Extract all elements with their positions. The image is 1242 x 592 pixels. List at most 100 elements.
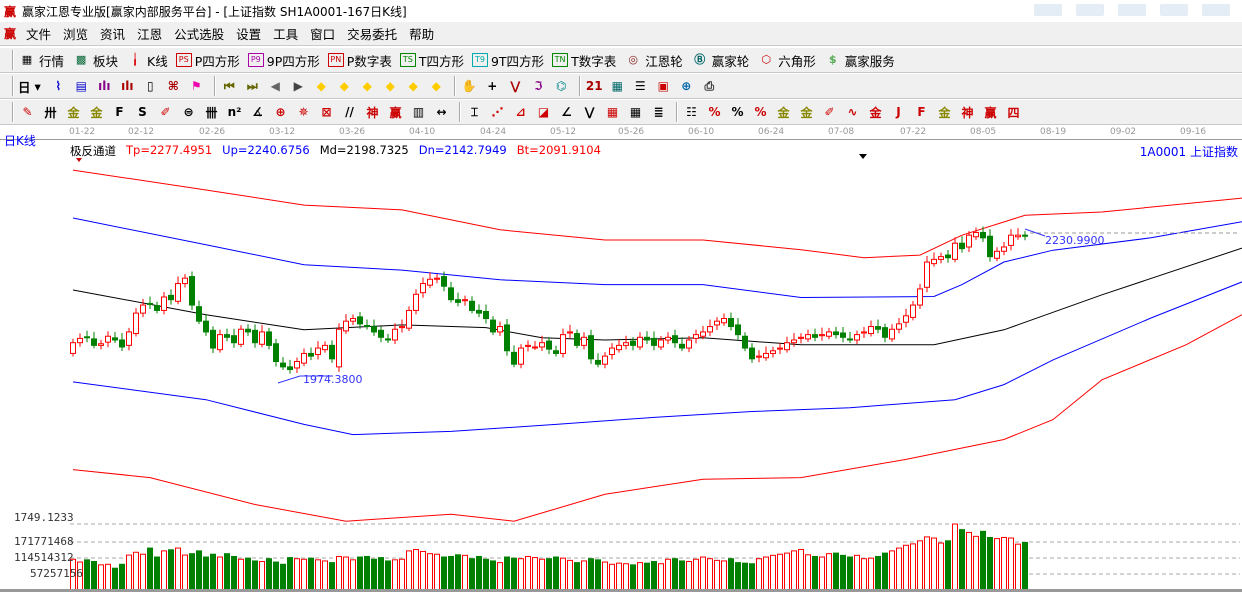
window-button[interactable] [1202,4,1230,16]
angle-four-icon[interactable]: 四 [1007,105,1020,120]
range-icon[interactable]: ↔ [436,105,447,119]
menu-item[interactable]: 文件 [26,27,52,42]
toolbar-button-quote-table[interactable]: ▦ 行情 [18,51,64,70]
toolbar-button-pn-box[interactable]: PN P数字表 [327,51,392,70]
gold-2-icon[interactable]: 金 [90,105,103,120]
wave-icon[interactable]: ⋁ [584,105,595,119]
gold-lines-icon[interactable]: 金 [800,105,813,120]
grid-icon[interactable]: ▦ [606,105,619,119]
flag-icon[interactable]: ⚑ [190,79,202,93]
menu-item[interactable]: 公式选股 [174,27,225,42]
notes-icon[interactable]: ▤ [75,79,87,93]
angle-gold-icon[interactable]: 金 [938,105,951,120]
slash-icon[interactable]: // [345,105,354,119]
last-icon[interactable]: ⏭ [246,78,258,93]
fan-3-icon[interactable]: ◪ [537,105,550,119]
god-icon[interactable]: 神 [366,105,379,120]
toolbar-button-kline[interactable]: ╽ K线 [126,51,168,70]
pen-icon[interactable]: ✎ [22,105,33,119]
period-dropdown[interactable]: 日 ▾ [18,78,41,95]
window-button[interactable] [1034,4,1062,16]
move-left-icon[interactable]: ◆ [316,79,326,93]
gold-1-icon[interactable]: 金 [67,105,80,120]
bars-icon[interactable]: ▥ [412,105,425,119]
zoom-all-icon[interactable]: ◆ [385,79,395,93]
indicator-9-icon[interactable]: ılı [121,79,134,93]
menu-item[interactable]: 窗口 [310,27,336,42]
sine-icon[interactable]: ∿ [847,105,858,119]
report-icon[interactable]: ☰ [634,79,646,93]
menu-item[interactable]: 工具 [273,27,299,42]
menu-item[interactable]: 帮助 [409,27,435,42]
window-button[interactable] [1160,4,1188,16]
toolbar-button-ps-box[interactable]: PS P四方形 [175,51,240,70]
save-icon[interactable]: ▣ [657,79,669,93]
hatched-icon[interactable]: ≣ [653,105,664,119]
angle-f-icon[interactable]: F [917,105,926,119]
circle-grid-icon[interactable]: ⊜ [183,105,194,119]
fib-icon[interactable]: F [115,105,124,119]
gold-3-icon[interactable]: 金 [869,105,882,120]
toolbar-button-dollar[interactable]: $ 赢家服务 [824,51,895,70]
percent-icon[interactable]: % [731,105,744,119]
fan-2-icon[interactable]: ⊿ [515,105,526,119]
cycle-lines-icon[interactable]: 卌 [205,105,218,120]
angle-god-icon[interactable]: 神 [961,105,974,120]
chart-area[interactable] [0,126,1242,592]
toolbar-button-t9-box[interactable]: T9 9T四方形 [471,51,544,70]
formula-icon[interactable]: ℑ [534,79,543,93]
box-icon[interactable]: ⌶ [470,104,479,119]
crosshair-icon[interactable]: + [487,79,498,93]
win-icon[interactable]: 赢 [389,105,402,120]
zoom-out-icon[interactable]: ◆ [431,79,441,93]
toolbar-button-gann-wheel[interactable]: ◎ 江恩轮 [624,51,682,70]
overlay-icon[interactable]: ⌘ [167,79,179,93]
gold-circle-icon[interactable]: 金 [777,105,790,120]
spiral-icon[interactable]: S [138,105,147,119]
web-icon[interactable]: ✵ [298,105,309,119]
parallel-lines-icon[interactable]: 卅 [44,105,57,120]
indicator-3-icon[interactable]: ılı [98,79,111,93]
menu-item[interactable]: 江恩 [137,27,163,42]
angle-win-icon[interactable]: 赢 [984,105,997,120]
hand-icon[interactable]: ✋ [461,79,477,93]
calendar-icon[interactable]: 21 [585,79,603,93]
angle-j-icon[interactable]: J [896,105,901,119]
move-right-icon[interactable]: ◆ [339,79,349,93]
window-button[interactable] [1076,4,1104,16]
line-point-icon[interactable]: ⋁ [510,79,521,93]
fan-4-icon[interactable]: ∠ [561,105,572,119]
fan-1-icon[interactable]: ⋰ [491,105,504,119]
toolbar-button-ts-box[interactable]: TS T四方形 [399,51,464,70]
first-icon[interactable]: ⏮ [223,78,235,93]
menu-item[interactable]: 交易委托 [347,27,398,42]
target-icon[interactable]: ⊕ [275,105,286,119]
menu-item[interactable]: 设置 [236,27,262,42]
zoom-in-icon[interactable]: ◆ [408,79,418,93]
zoom-h-icon[interactable]: ◆ [362,79,372,93]
marker-2-icon[interactable]: ✐ [824,105,835,119]
grid-2-icon[interactable]: ▦ [629,105,642,119]
menu-item[interactable]: 资讯 [100,27,126,42]
n2-icon[interactable]: n² [227,105,242,119]
square-web-icon[interactable]: ⊠ [321,105,332,119]
toolbar-button-big-wheel[interactable]: Ⓑ 赢家轮 [691,51,749,70]
percent-slash-icon[interactable]: % [708,105,721,119]
candle-dropdown-icon[interactable]: ▯ [146,79,154,93]
toolbar-button-sector-grid[interactable]: ▩ 板块 [72,51,118,70]
chart-type-icon[interactable]: ⌇ [55,79,62,93]
pattern-icon[interactable]: ⌬ [556,79,567,93]
bottom-scrollbar[interactable] [0,589,1242,592]
toolbar-button-tn-box[interactable]: TN T数字表 [552,51,616,70]
calculator-icon[interactable]: ▦ [611,79,623,93]
menu-item[interactable]: 浏览 [63,27,89,42]
percent-lines-icon[interactable]: % [754,105,767,119]
print-icon[interactable]: ⎙ [704,78,715,93]
window-button[interactable] [1118,4,1146,16]
toolbar-button-hexagon[interactable]: ⬡ 六角形 [757,51,815,70]
toolbar-button-p9-box[interactable]: P9 9P四方形 [247,51,320,70]
ruler-icon[interactable]: ☷ [686,105,697,119]
next-icon[interactable]: ▶ [293,79,303,93]
angle-icon[interactable]: ∡ [252,105,263,119]
prev-icon[interactable]: ◀ [270,79,280,93]
